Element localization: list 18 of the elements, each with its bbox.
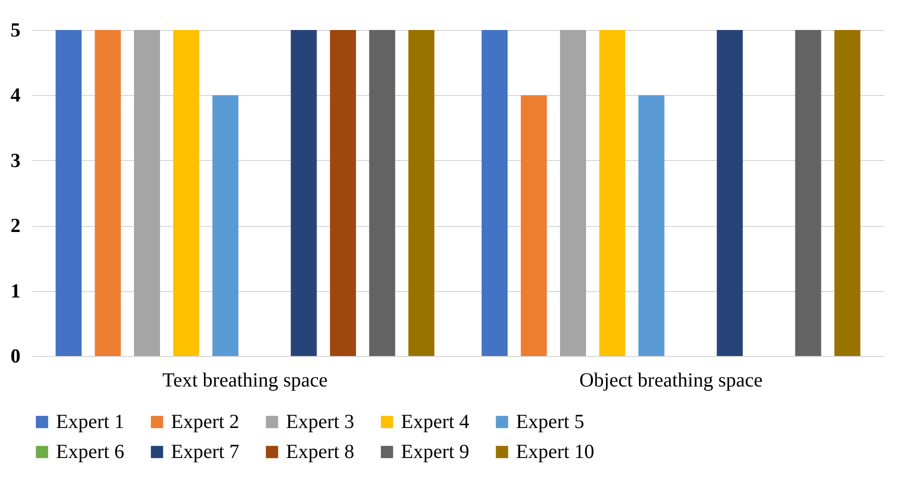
legend-label: Expert 4	[401, 411, 470, 433]
y-tick-label: 2	[10, 215, 20, 238]
y-tick-label: 5	[10, 20, 20, 42]
y-tick-label: 4	[10, 84, 20, 107]
legend-label: Expert 1	[56, 411, 124, 433]
x-tick-label: Object breathing space	[579, 370, 763, 392]
y-tick-label: 0	[10, 346, 20, 368]
legend-label: Expert 10	[516, 441, 594, 463]
x-tick-label: Text breathing space	[162, 370, 328, 392]
legend-label: Expert 5	[516, 411, 584, 433]
legend-label: Expert 7	[171, 441, 240, 463]
legend-label: Expert 6	[56, 441, 124, 463]
y-tick-label: 3	[10, 150, 20, 172]
y-tick-label: 1	[10, 280, 20, 302]
legend-label: Expert 2	[171, 411, 240, 433]
legend-label: Expert 3	[286, 411, 354, 433]
legend-label: Expert 9	[401, 441, 470, 463]
legend-label: Expert 8	[286, 441, 354, 463]
